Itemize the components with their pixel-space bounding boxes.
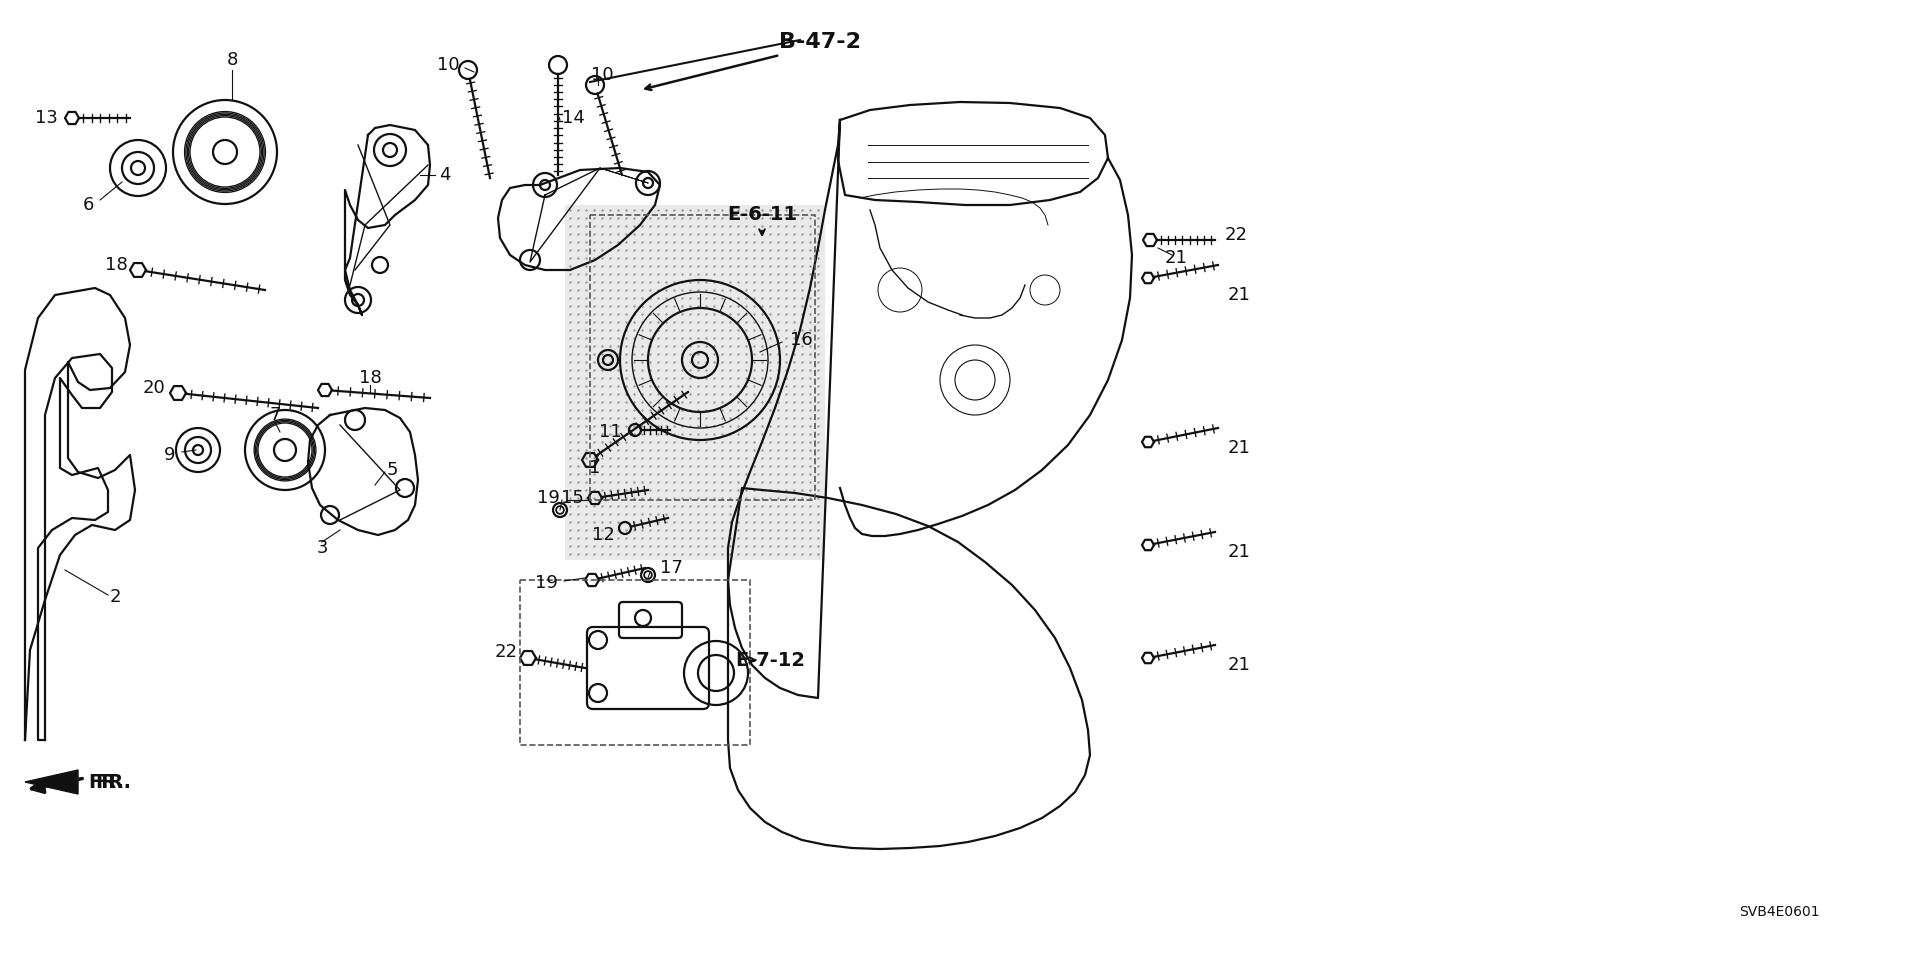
Text: E-6-11: E-6-11 [728, 205, 797, 224]
Polygon shape [25, 770, 79, 794]
Text: 21: 21 [1229, 439, 1250, 457]
Text: 13: 13 [35, 109, 58, 127]
Text: 21: 21 [1229, 286, 1250, 304]
Text: B-47-2: B-47-2 [780, 32, 860, 52]
Text: 12: 12 [591, 526, 614, 544]
Text: 11: 11 [599, 423, 622, 441]
Text: 6: 6 [83, 196, 94, 214]
Bar [589, 215, 814, 500]
Text: FR.: FR. [94, 773, 131, 791]
Text: 18: 18 [359, 369, 382, 387]
Text: 22: 22 [1225, 226, 1248, 244]
Text: 2: 2 [109, 588, 121, 606]
Bar [564, 205, 826, 560]
Text: 21: 21 [1229, 656, 1250, 674]
Text: 5: 5 [386, 461, 397, 479]
Text: SVB4E0601: SVB4E0601 [1740, 905, 1820, 919]
Bar [520, 580, 751, 745]
Text: E-7-12: E-7-12 [735, 650, 804, 669]
Text: 16: 16 [789, 331, 812, 349]
Text: 10: 10 [438, 56, 461, 74]
Text: 20: 20 [142, 379, 165, 397]
Text: 10: 10 [591, 66, 612, 84]
Text: FR.: FR. [88, 773, 125, 791]
Text: 9: 9 [163, 446, 175, 464]
Text: 15: 15 [561, 489, 584, 507]
Text: 7: 7 [269, 406, 280, 424]
Text: 19: 19 [538, 489, 561, 507]
Text: 3: 3 [317, 539, 328, 557]
Text: 14: 14 [563, 109, 586, 127]
Text: 18: 18 [106, 256, 129, 274]
Text: 19: 19 [536, 574, 559, 592]
Text: 17: 17 [660, 559, 684, 577]
Text: 22: 22 [495, 643, 518, 661]
Text: 1: 1 [589, 459, 601, 477]
Text: 21: 21 [1229, 543, 1250, 561]
Text: 21: 21 [1165, 249, 1188, 267]
Text: 8: 8 [227, 51, 238, 69]
Text: 4: 4 [440, 166, 451, 184]
